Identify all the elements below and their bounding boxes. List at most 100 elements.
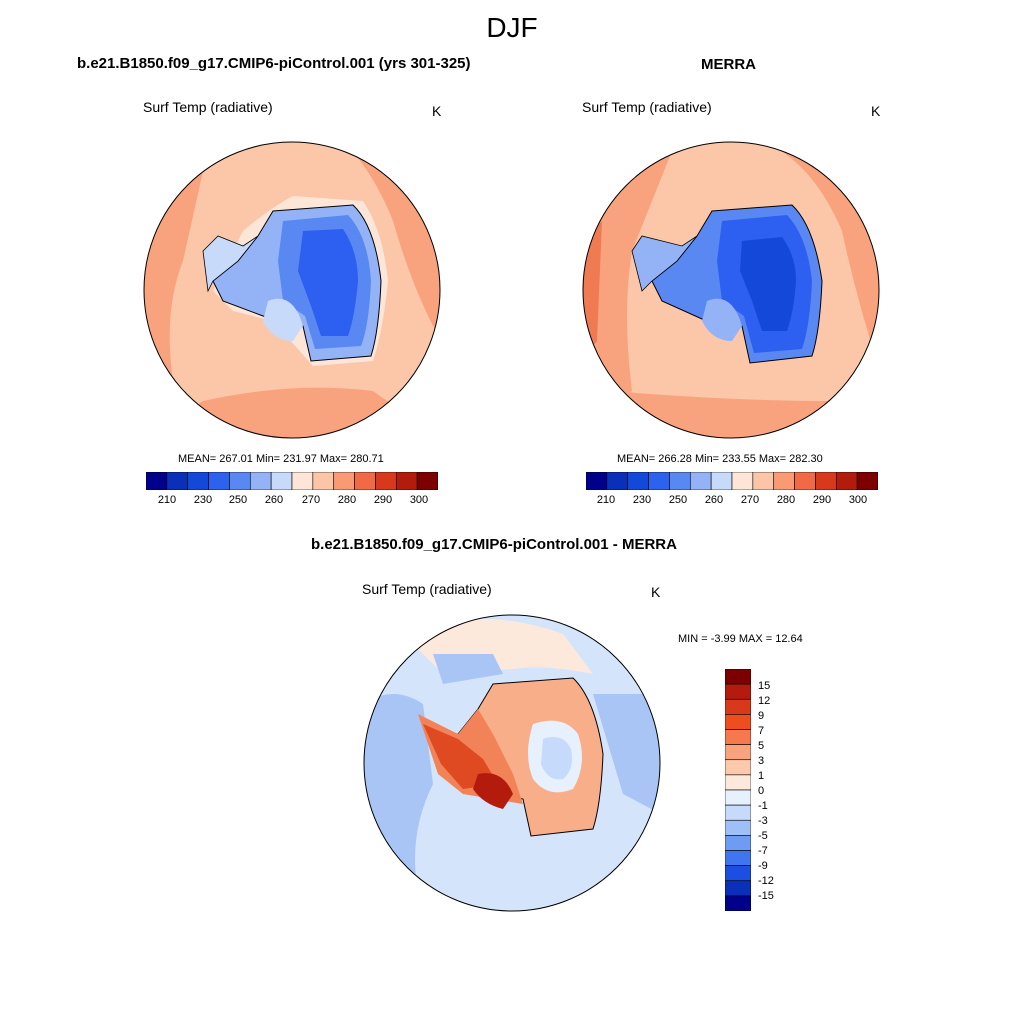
colorbar-swatch <box>710 472 733 490</box>
colorbar-swatch <box>333 472 355 490</box>
diff-east-cool <box>541 736 572 780</box>
colorbar-swatch <box>187 472 209 490</box>
colorbar-swatch <box>689 472 712 490</box>
obs-tick-0: 210 <box>596 494 616 506</box>
colorbar-swatch <box>725 759 751 776</box>
colorbar-swatch <box>669 472 691 490</box>
colorbar-swatch <box>395 472 418 490</box>
diff-tick-9: -3 <box>758 815 768 827</box>
obs-tick-5: 280 <box>776 494 796 506</box>
model-units-label: K <box>432 103 442 119</box>
model-variable-label: Surf Temp (radiative) <box>143 99 273 115</box>
diff-tick-6: 1 <box>758 770 765 782</box>
colorbar-swatch <box>794 472 816 490</box>
colorbar-swatch <box>725 669 751 685</box>
model-colorbar <box>146 472 438 490</box>
obs-colorbar-ticks: 210 230 250 260 270 280 290 300 <box>586 494 878 508</box>
colorbar-swatch <box>725 774 751 791</box>
colorbar-swatch <box>146 472 168 490</box>
obs-tick-3: 260 <box>704 494 724 506</box>
colorbar-swatch <box>725 804 751 821</box>
diff-tick-5: 3 <box>758 755 765 767</box>
diff-tick-1: 12 <box>758 695 771 707</box>
colorbar-swatch <box>725 835 751 851</box>
colorbar-swatch <box>725 744 751 761</box>
model-tick-0: 210 <box>157 494 177 506</box>
model-tick-5: 280 <box>337 494 357 506</box>
obs-colorbar <box>586 472 878 490</box>
colorbar-swatch <box>725 895 751 911</box>
colorbar-swatch <box>725 729 751 745</box>
colorbar-swatch <box>731 472 754 490</box>
colorbar-swatch <box>725 698 751 715</box>
colorbar-swatch <box>627 472 649 490</box>
figure-title: DJF <box>486 12 538 43</box>
model-tick-6: 290 <box>373 494 393 506</box>
model-interior-cold <box>298 229 358 336</box>
colorbar-swatch <box>725 683 751 700</box>
diff-tick-10: -5 <box>758 830 768 842</box>
model-ross-ice-shelf <box>263 298 303 341</box>
obs-tick-4: 270 <box>740 494 760 506</box>
diff-cool-patch-north <box>433 654 503 684</box>
diff-ross-hot <box>473 773 513 809</box>
diff-tick-13: -12 <box>758 875 774 887</box>
colorbar-swatch <box>648 472 670 490</box>
diff-tick-11: -7 <box>758 845 768 857</box>
obs-units-label: K <box>871 103 881 119</box>
obs-tick-2: 250 <box>668 494 688 506</box>
colorbar-swatch <box>856 472 878 490</box>
diff-tick-12: -9 <box>758 860 768 872</box>
diff-colorbar-ticks: 15 12 9 7 5 3 1 0 -1 -3 -5 -7 -9 -12 -15 <box>758 676 798 906</box>
colorbar-swatch <box>725 880 751 897</box>
obs-tick-7: 300 <box>848 494 868 506</box>
diff-tick-0: 15 <box>758 680 771 692</box>
colorbar-swatch <box>725 865 751 882</box>
colorbar-swatch <box>725 819 751 836</box>
colorbar-swatch <box>375 472 397 490</box>
diff-tick-4: 5 <box>758 740 765 752</box>
colorbar-swatch <box>606 472 629 490</box>
colorbar-swatch <box>815 472 837 490</box>
diff-stats: MIN = -3.99 MAX = 12.64 <box>678 633 803 645</box>
obs-tick-1: 230 <box>632 494 652 506</box>
model-warm-band-west <box>144 171 203 401</box>
obs-polar-map <box>582 141 880 439</box>
colorbar-swatch <box>416 472 438 490</box>
obs-peninsula <box>631 235 698 292</box>
diff-tick-8: -1 <box>758 800 768 812</box>
model-peninsula <box>202 235 259 293</box>
model-tick-7: 300 <box>409 494 429 506</box>
colorbar-swatch <box>249 472 272 490</box>
model-polar-map <box>143 141 441 439</box>
colorbar-swatch <box>773 472 795 490</box>
diff-panel-title: b.e21.B1850.f09_g17.CMIP6-piControl.001 … <box>311 536 677 553</box>
colorbar-swatch <box>270 472 293 490</box>
colorbar-swatch <box>835 472 858 490</box>
model-tick-3: 260 <box>264 494 284 506</box>
obs-stats: MEAN= 266.28 Min= 233.55 Max= 282.30 <box>617 453 823 465</box>
diff-tick-14: -15 <box>758 890 774 902</box>
colorbar-swatch <box>229 472 251 490</box>
obs-variable-label: Surf Temp (radiative) <box>582 99 712 115</box>
colorbar-swatch <box>291 472 314 490</box>
obs-ross-ice-shelf <box>702 298 742 341</box>
colorbar-swatch <box>752 472 775 490</box>
obs-warm-band-west <box>583 151 672 421</box>
colorbar-swatch <box>725 789 751 806</box>
obs-interior-cold <box>740 237 796 331</box>
model-panel-title: b.e21.B1850.f09_g17.CMIP6-piControl.001 … <box>77 55 471 72</box>
diff-cool-ocean-east <box>593 694 660 814</box>
obs-tick-6: 290 <box>812 494 832 506</box>
obs-panel-title: MERRA <box>701 56 756 73</box>
model-tick-1: 230 <box>193 494 213 506</box>
model-tick-2: 250 <box>228 494 248 506</box>
colorbar-swatch <box>586 472 608 490</box>
diff-tick-2: 9 <box>758 710 765 722</box>
diff-units-label: K <box>651 584 661 600</box>
diff-west-hot <box>423 724 498 789</box>
diff-colorbar <box>725 669 751 911</box>
colorbar-swatch <box>166 472 189 490</box>
diff-tick-3: 7 <box>758 725 765 737</box>
model-stats: MEAN= 267.01 Min= 231.97 Max= 280.71 <box>178 453 384 465</box>
